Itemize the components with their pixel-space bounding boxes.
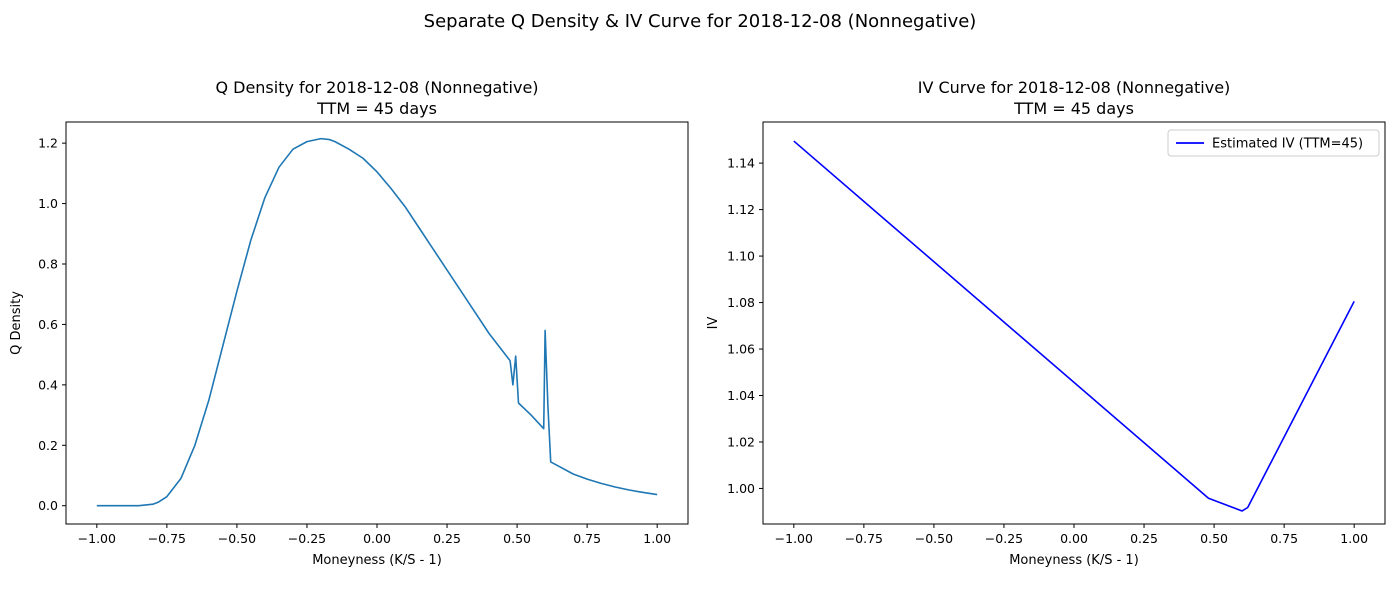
x-tick-label: 0.00 [363,531,391,546]
y-tick-label: 0.6 [38,317,58,332]
axes-title: IV Curve for 2018-12-08 (Nonnegative) [918,78,1231,97]
x-tick-label: 0.75 [1270,531,1298,546]
y-tick-label: 1.04 [727,388,755,403]
y-tick-label: 1.2 [38,136,58,151]
y-tick-label: 0.0 [38,498,58,513]
y-axis-label: IV [706,317,721,330]
figure-suptitle: Separate Q Density & IV Curve for 2018-1… [424,11,977,32]
x-tick-label: 1.00 [1340,531,1368,546]
x-tick-label: −0.75 [845,531,883,546]
x-tick-label: 0.50 [1200,531,1228,546]
y-tick-label: 1.08 [727,295,755,310]
y-tick-label: 1.10 [727,249,755,264]
y-tick-label: 1.14 [727,156,755,171]
legend: Estimated IV (TTM=45) [1167,129,1380,157]
y-tick-label: 1.00 [727,481,755,496]
y-tick-label: 0.4 [38,377,58,392]
axes-subtitle: TTM = 45 days [316,99,437,118]
axes-frame [762,121,1386,525]
legend-box [1167,129,1380,157]
x-tick-label: −0.75 [148,531,186,546]
x-tick-label: −1.00 [775,531,813,546]
legend-label: Estimated IV (TTM=45) [1212,137,1363,152]
x-tick-label: 0.00 [1060,531,1088,546]
y-tick-label: 0.2 [38,438,58,453]
x-tick-label: 0.50 [503,531,531,546]
y-tick-label: 1.06 [727,342,755,357]
x-tick-label: −1.00 [78,531,116,546]
q-density-chart: Q Density for 2018-12-08 (Nonnegative) TT… [9,78,689,568]
y-tick-label: 0.8 [38,257,58,272]
x-tick-label: 0.25 [433,531,461,546]
x-tick-label: −0.25 [985,531,1023,546]
x-tick-label: −0.50 [218,531,256,546]
y-tick-label: 1.12 [727,202,755,217]
axes-subtitle: TTM = 45 days [1013,99,1134,118]
x-tick-label: 1.00 [643,531,671,546]
x-tick-label: −0.50 [915,531,953,546]
y-tick-label: 1.0 [38,196,58,211]
iv-curve-chart: IV Curve for 2018-12-08 (Nonnegative) TTM… [706,78,1386,568]
axes-frame [65,121,689,525]
y-axis-label: Q Density [9,291,24,355]
x-tick-label: 0.25 [1130,531,1158,546]
series-line-0 [96,137,658,507]
x-tick-label: −0.25 [288,531,326,546]
x-tick-label: 0.75 [573,531,601,546]
x-axis-label: Moneyness (K/S - 1) [1009,553,1139,568]
series-line-0 [793,140,1355,512]
y-tick-label: 1.02 [727,434,755,449]
x-axis-label: Moneyness (K/S - 1) [312,553,442,568]
axes-title: Q Density for 2018-12-08 (Nonnegative) [215,78,538,97]
